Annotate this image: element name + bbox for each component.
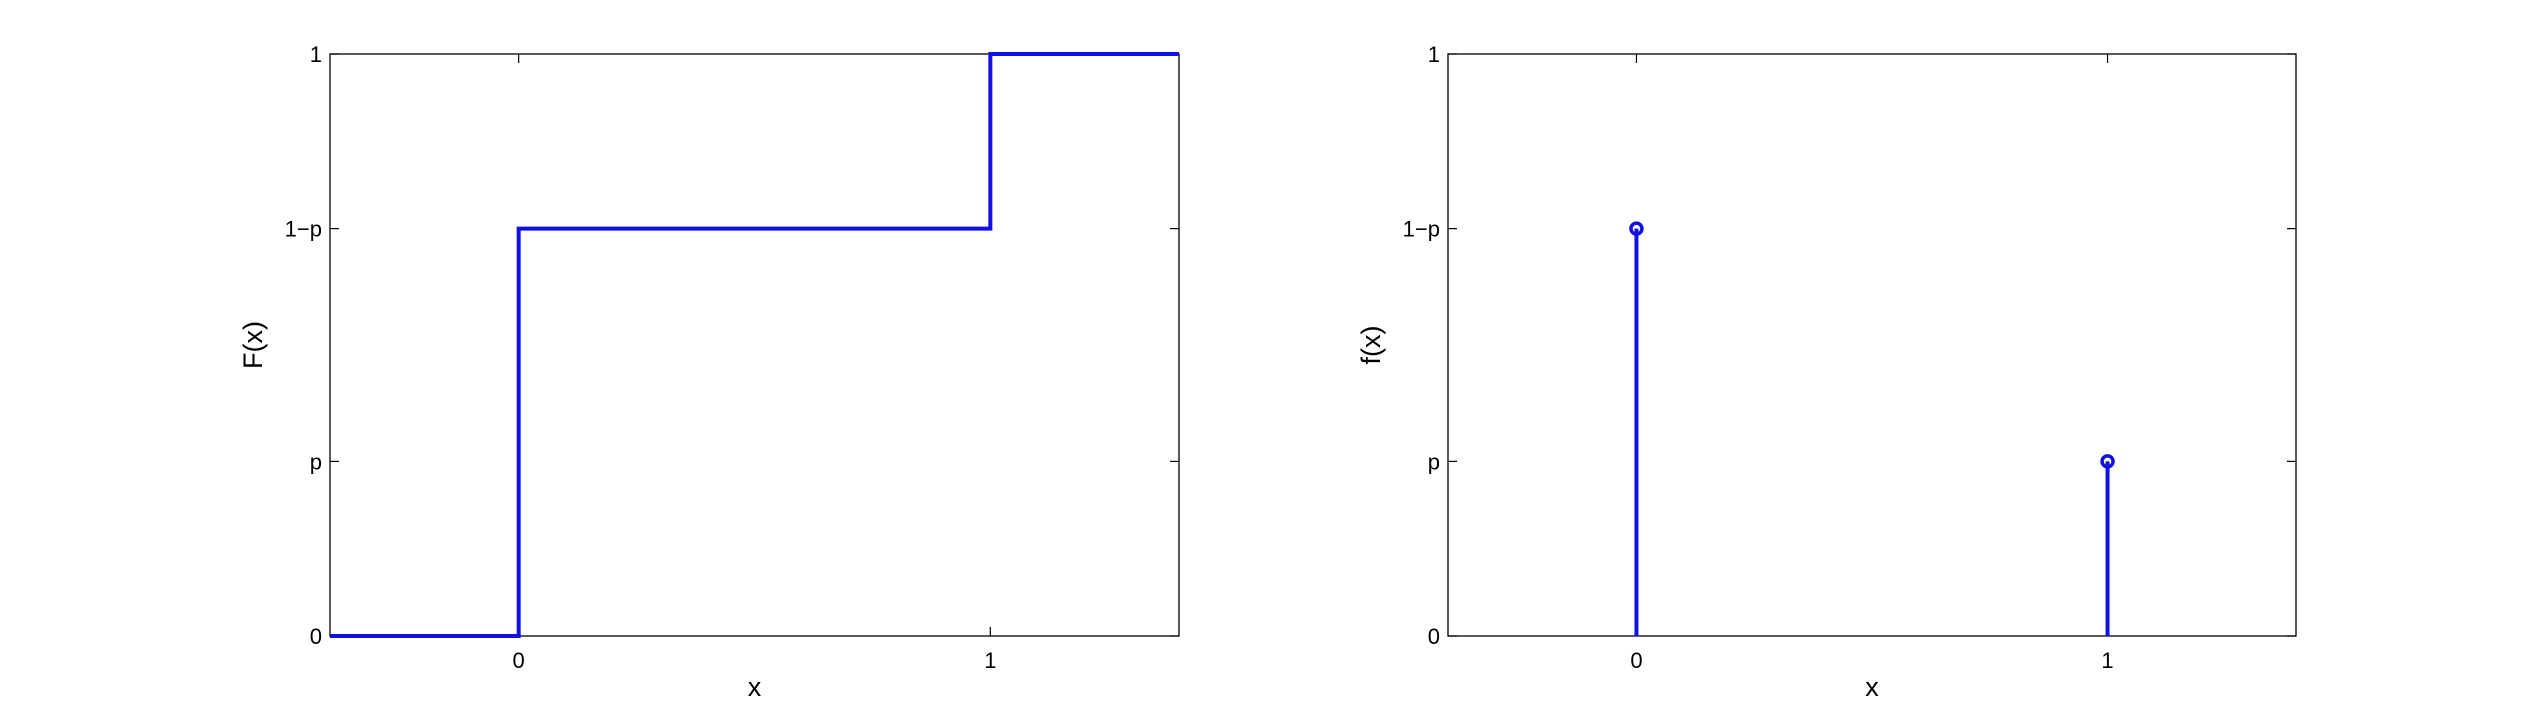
pmf-y-tick-label: p: [1428, 449, 1440, 474]
pmf-stem-marker: [1629, 221, 1644, 236]
cdf-x-axis-label: x: [748, 672, 762, 702]
cdf-y-tick-label: 1−p: [285, 217, 322, 242]
cdf-x-tick-label: 1: [984, 648, 996, 673]
cdf-chart: 0 1 0 p 1−p 1 x F(x): [238, 42, 1180, 702]
pmf-stem-marker: [2100, 454, 2115, 469]
pmf-x-tick-label: 0: [1630, 648, 1642, 673]
cdf-axes-box: [329, 53, 1180, 637]
pmf-x-tick-label: 1: [2101, 648, 2113, 673]
cdf-y-tick-label: p: [310, 449, 322, 474]
pmf-chart: 0 1 0 p 1−p 1 x f(x): [1356, 42, 2297, 702]
pmf-y-axis-label: f(x): [1356, 326, 1386, 365]
cdf-y-tick-label: 1: [310, 42, 322, 67]
pmf-axes-box: [1447, 53, 2297, 637]
pmf-y-tick-label: 1−p: [1403, 217, 1440, 242]
pmf-y-tick-label: 1: [1428, 42, 1440, 67]
cdf-series-line: [330, 52, 1179, 638]
cdf-y-tick-label: 0: [310, 624, 322, 649]
pmf-x-axis-label: x: [1865, 672, 1879, 702]
cdf-y-axis-label: F(x): [238, 321, 268, 369]
cdf-x-tick-label: 0: [513, 648, 525, 673]
pmf-y-tick-label: 0: [1428, 624, 1440, 649]
